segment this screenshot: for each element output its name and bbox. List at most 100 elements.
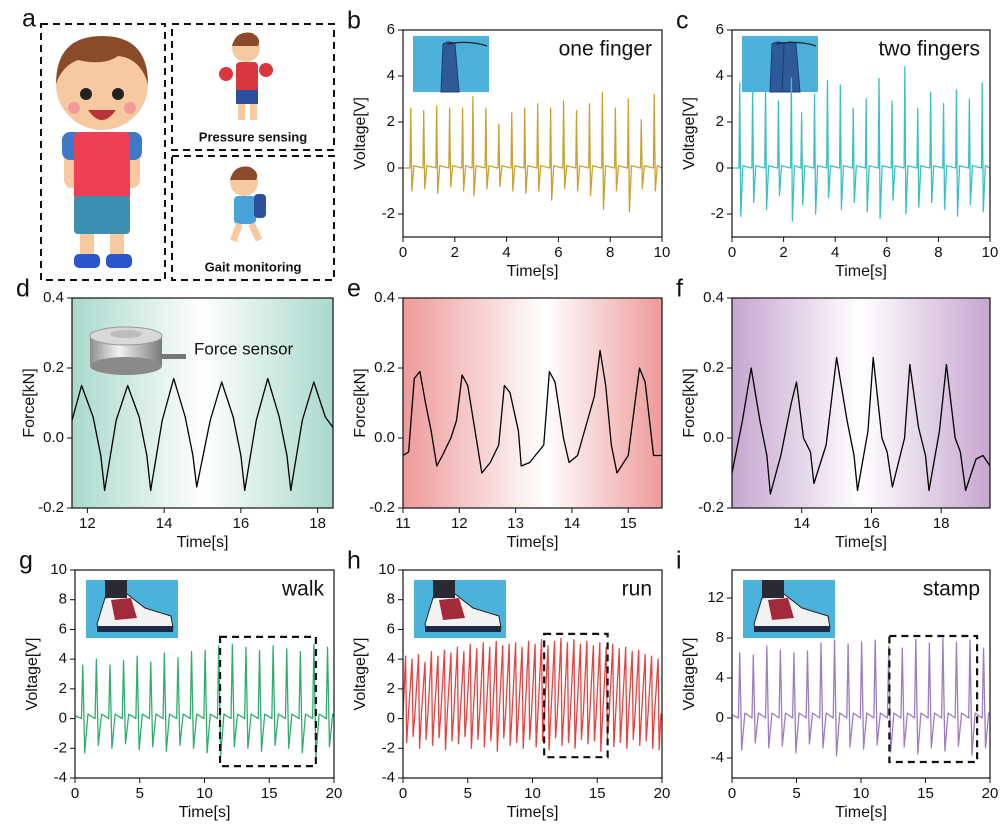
- x-axis-label: Time[s]: [835, 804, 887, 821]
- x-tick-label: 2: [779, 244, 787, 261]
- sensor-bottom: [90, 357, 162, 375]
- inset-photo: [413, 36, 489, 92]
- x-tick-label: 14: [793, 515, 810, 532]
- boxing-boy: [219, 33, 273, 120]
- y-axis-label: Voltage[V]: [24, 638, 41, 711]
- panel-label: i: [676, 547, 682, 575]
- y-tick-label: -4: [382, 769, 395, 786]
- panel-label: a: [22, 5, 36, 33]
- sensor-cable: [160, 354, 186, 359]
- y-tick-label: -2: [382, 739, 395, 756]
- y-tick-label: 0: [716, 159, 724, 176]
- shoe-sole: [425, 626, 501, 632]
- annotation: walk: [281, 578, 325, 601]
- illustration: a Pressure sensing Ga: [22, 5, 334, 280]
- y-tick-label: 4: [716, 67, 724, 84]
- panel-label: b: [347, 7, 361, 35]
- x-tick-label: 5: [792, 785, 800, 802]
- panel-label: c: [676, 7, 689, 35]
- x-axis-label: Time[s]: [835, 263, 887, 280]
- x-tick-label: 15: [589, 785, 606, 802]
- sensor-cap: [110, 330, 142, 338]
- plot-background: [403, 298, 662, 508]
- y-tick-label: -2: [382, 205, 395, 222]
- x-tick-label: 2: [451, 244, 459, 261]
- walking-boy: [230, 167, 266, 242]
- x-axis-label: Time[s]: [507, 263, 559, 280]
- y-tick-label: 2: [59, 680, 67, 697]
- y-tick-label: 4: [716, 669, 724, 686]
- x-tick-label: 16: [233, 515, 250, 532]
- signal-line: [403, 638, 662, 751]
- inset-photo: [743, 580, 835, 638]
- shoe-sole: [97, 626, 173, 632]
- signal-line: [75, 644, 334, 757]
- x-tick-label: 10: [853, 785, 870, 802]
- y-tick-label: 8: [59, 591, 67, 608]
- caption: Gait monitoring: [205, 259, 302, 274]
- x-tick-label: 12: [451, 515, 468, 532]
- y-axis-label: Force[kN]: [352, 368, 369, 437]
- y-tick-label: 0.2: [43, 359, 64, 376]
- x-tick-label: 6: [554, 244, 562, 261]
- x-tick-label: 8: [934, 244, 942, 261]
- y-tick-label: 4: [387, 650, 395, 667]
- annotation: two fingers: [878, 38, 980, 61]
- y-tick-label: 0.4: [43, 289, 64, 306]
- y-tick-label: 0.2: [374, 359, 395, 376]
- y-tick-label: 2: [387, 113, 395, 130]
- caption: Pressure sensing: [199, 129, 307, 144]
- leg: [762, 580, 784, 598]
- x-tick-label: 0: [399, 244, 407, 261]
- y-tick-label: 0: [387, 159, 395, 176]
- inset-photo: [414, 580, 506, 638]
- x-tick-label: 8: [606, 244, 614, 261]
- y-tick-label: 4: [387, 67, 395, 84]
- x-tick-label: 14: [564, 515, 581, 532]
- y-tick-label: 2: [387, 680, 395, 697]
- y-tick-label: 0.4: [703, 289, 724, 306]
- y-axis-label: Voltage[V]: [352, 97, 369, 170]
- y-tick-label: 10: [50, 561, 67, 578]
- x-tick-label: 15: [620, 515, 637, 532]
- x-tick-label: 16: [863, 515, 880, 532]
- x-tick-label: 12: [79, 515, 96, 532]
- leg: [105, 580, 127, 598]
- signal-line: [732, 638, 990, 756]
- y-tick-label: 0.4: [374, 289, 395, 306]
- x-tick-label: 10: [196, 785, 213, 802]
- x-tick-label: 20: [982, 785, 999, 802]
- y-axis-label: Force[kN]: [21, 368, 38, 437]
- x-tick-label: 4: [502, 244, 510, 261]
- x-tick-label: 0: [399, 785, 407, 802]
- x-tick-label: 0: [728, 244, 736, 261]
- x-tick-label: 0: [71, 785, 79, 802]
- x-axis-label: Time[s]: [835, 534, 887, 551]
- x-tick-label: 20: [326, 785, 343, 802]
- y-tick-label: -0.2: [698, 499, 724, 516]
- x-axis-label: Time[s]: [177, 534, 229, 551]
- inset-photo: [742, 36, 818, 92]
- x-tick-label: 14: [156, 515, 173, 532]
- annotation: one finger: [559, 38, 652, 61]
- x-tick-label: 4: [831, 244, 839, 261]
- leg: [433, 580, 455, 598]
- x-tick-label: 5: [136, 785, 144, 802]
- y-tick-label: -4: [54, 769, 67, 786]
- y-axis-label: Force[kN]: [681, 368, 698, 437]
- y-tick-label: -0.2: [38, 499, 64, 516]
- y-tick-label: 6: [59, 620, 67, 637]
- panel-label: h: [347, 547, 361, 575]
- y-tick-label: 12: [707, 589, 724, 606]
- x-axis-label: Time[s]: [179, 804, 231, 821]
- x-tick-label: 6: [883, 244, 891, 261]
- boy: [56, 36, 148, 268]
- y-tick-label: -4: [711, 749, 724, 766]
- inset-photo: [86, 580, 178, 638]
- x-tick-label: 15: [261, 785, 278, 802]
- y-tick-label: -2: [54, 739, 67, 756]
- y-tick-label: 0.0: [43, 429, 64, 446]
- x-tick-label: 20: [654, 785, 671, 802]
- panel-label: d: [16, 275, 30, 303]
- annotation: run: [622, 578, 652, 601]
